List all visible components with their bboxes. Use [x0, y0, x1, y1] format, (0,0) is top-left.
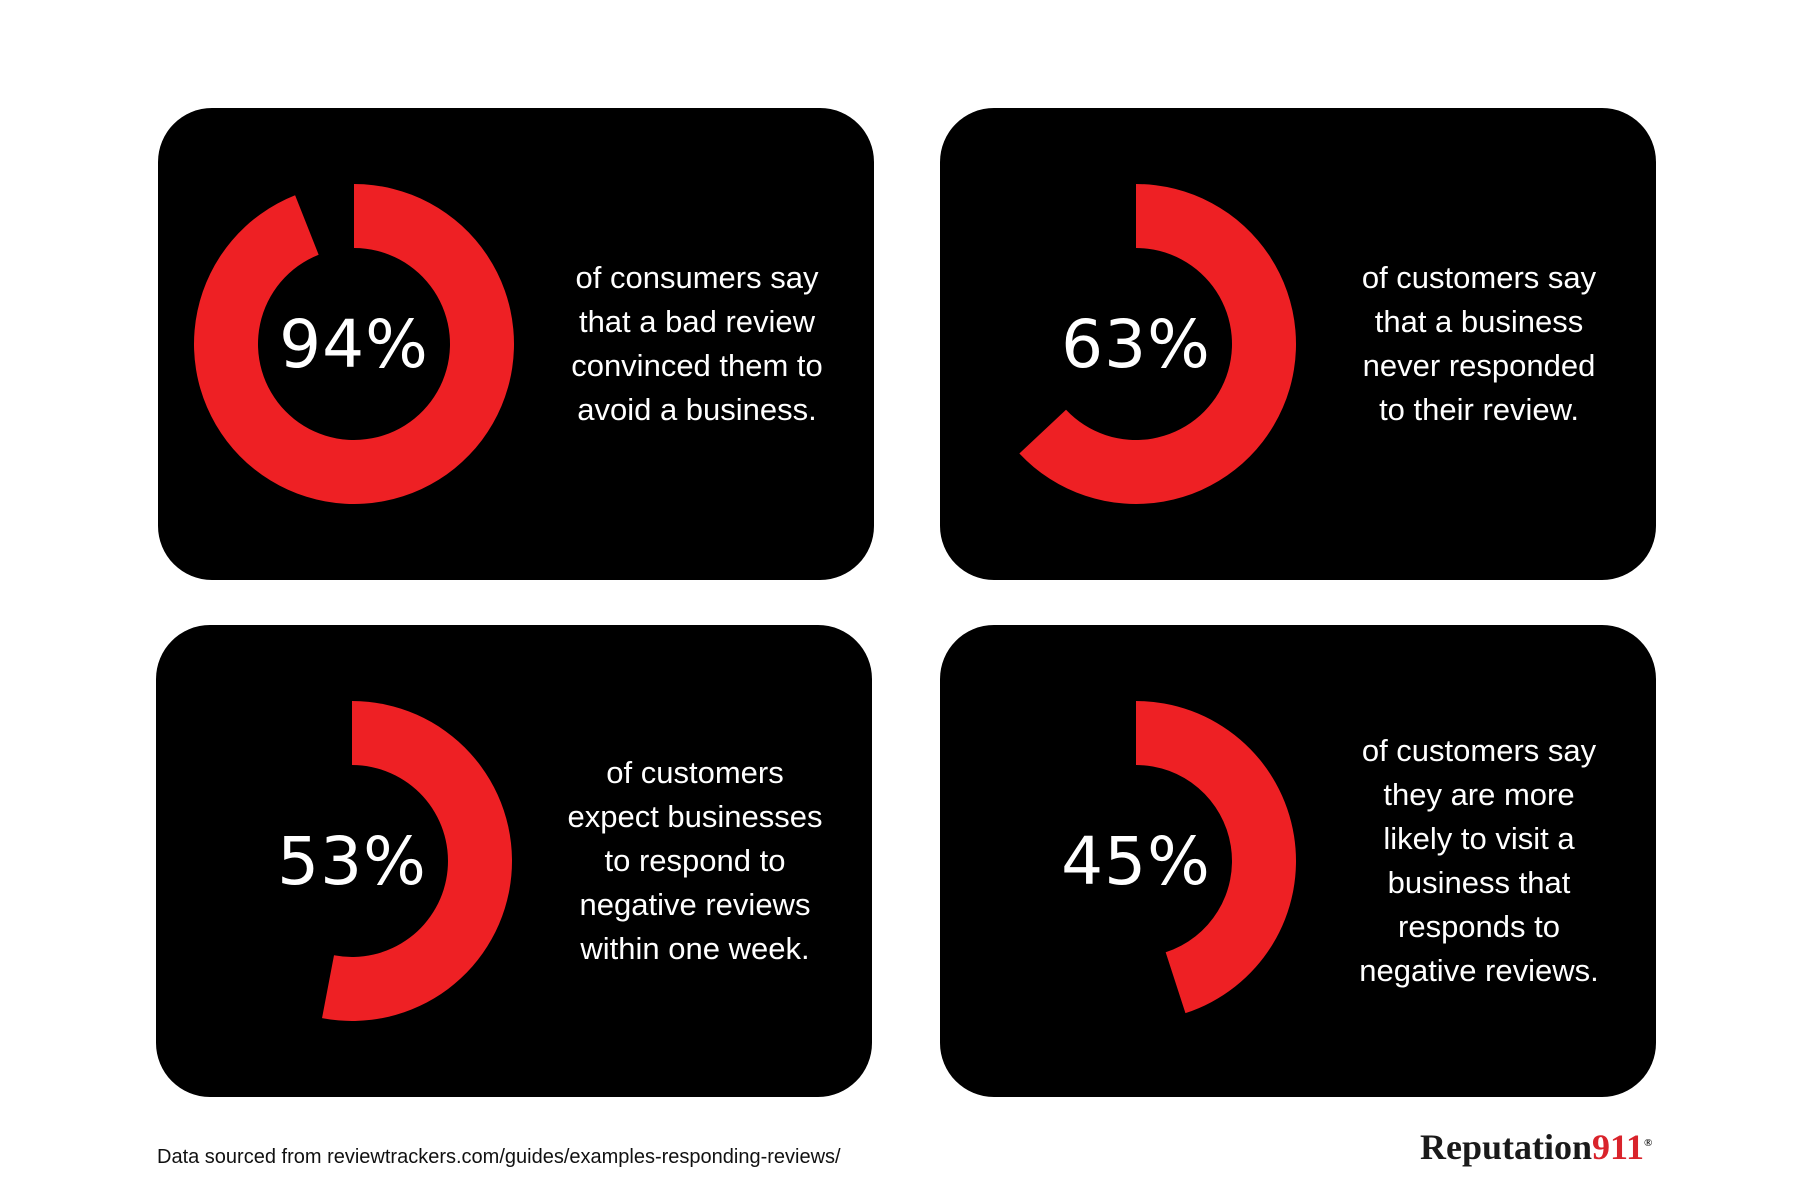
donut-arc-2 [1019, 184, 1296, 504]
stat-card-2: 63% of customers say that a business nev… [940, 108, 1656, 580]
description-line: responds to [1398, 909, 1560, 944]
description-line: to respond to [604, 843, 786, 878]
stat-percent-1: 94% [279, 305, 429, 383]
description-line: avoid a business. [577, 392, 817, 427]
description-line: expect businesses [567, 799, 823, 834]
source-note: Data sourced from reviewtrackers.com/gui… [157, 1146, 841, 1168]
donut-svg-2 [1019, 184, 1296, 504]
donut-chart-1 [194, 184, 514, 504]
donut-chart-3 [192, 701, 512, 1021]
stat-description-3: of customers expect businesses to respon… [550, 625, 840, 1097]
brand-name: Reputation [1420, 1127, 1593, 1167]
stat-card-1: 94% of consumers say that a bad review c… [158, 108, 874, 580]
stat-percent-4: 45% [1061, 822, 1211, 900]
description-line: negative reviews [579, 887, 811, 922]
brand-logo: Reputation911® [1420, 1126, 1652, 1168]
description-line: convinced them to [571, 348, 823, 383]
stat-description-4: of customers say they are more likely to… [1334, 625, 1624, 1097]
stat-description-2: of customers say that a business never r… [1334, 108, 1624, 580]
description-line: never responded [1362, 348, 1596, 383]
donut-arc-4 [1136, 701, 1296, 1014]
donut-chart-2 [976, 184, 1296, 504]
donut-chart-4 [976, 701, 1296, 1021]
description-line: that a bad review [578, 304, 816, 339]
donut-arc-3 [322, 701, 512, 1021]
stat-description-1: of consumers say that a bad review convi… [552, 108, 842, 580]
registered-mark: ® [1644, 1137, 1653, 1149]
description-line: business that [1387, 865, 1571, 900]
description-line: of customers say [1361, 733, 1597, 768]
donut-svg-1 [194, 184, 514, 504]
description-line: within one week. [580, 931, 810, 966]
stat-percent-3: 53% [277, 822, 427, 900]
donut-svg-4 [1136, 701, 1296, 1014]
description-line: to their review. [1379, 392, 1579, 427]
description-line: likely to visit a [1383, 821, 1575, 856]
brand-number: 911 [1592, 1127, 1645, 1167]
description-line: negative reviews. [1359, 953, 1599, 988]
donut-svg-3 [322, 701, 512, 1021]
description-line: that a business [1374, 304, 1584, 339]
donut-arc-1 [194, 184, 514, 504]
description-line: they are more [1383, 777, 1575, 812]
description-line: of customers [606, 755, 784, 790]
description-line: of consumers say [575, 260, 819, 295]
description-line: of customers say [1361, 260, 1597, 295]
stat-card-4: 45% of customers say they are more likel… [940, 625, 1656, 1097]
stat-percent-2: 63% [1061, 305, 1211, 383]
stat-card-3: 53% of customers expect businesses to re… [156, 625, 872, 1097]
